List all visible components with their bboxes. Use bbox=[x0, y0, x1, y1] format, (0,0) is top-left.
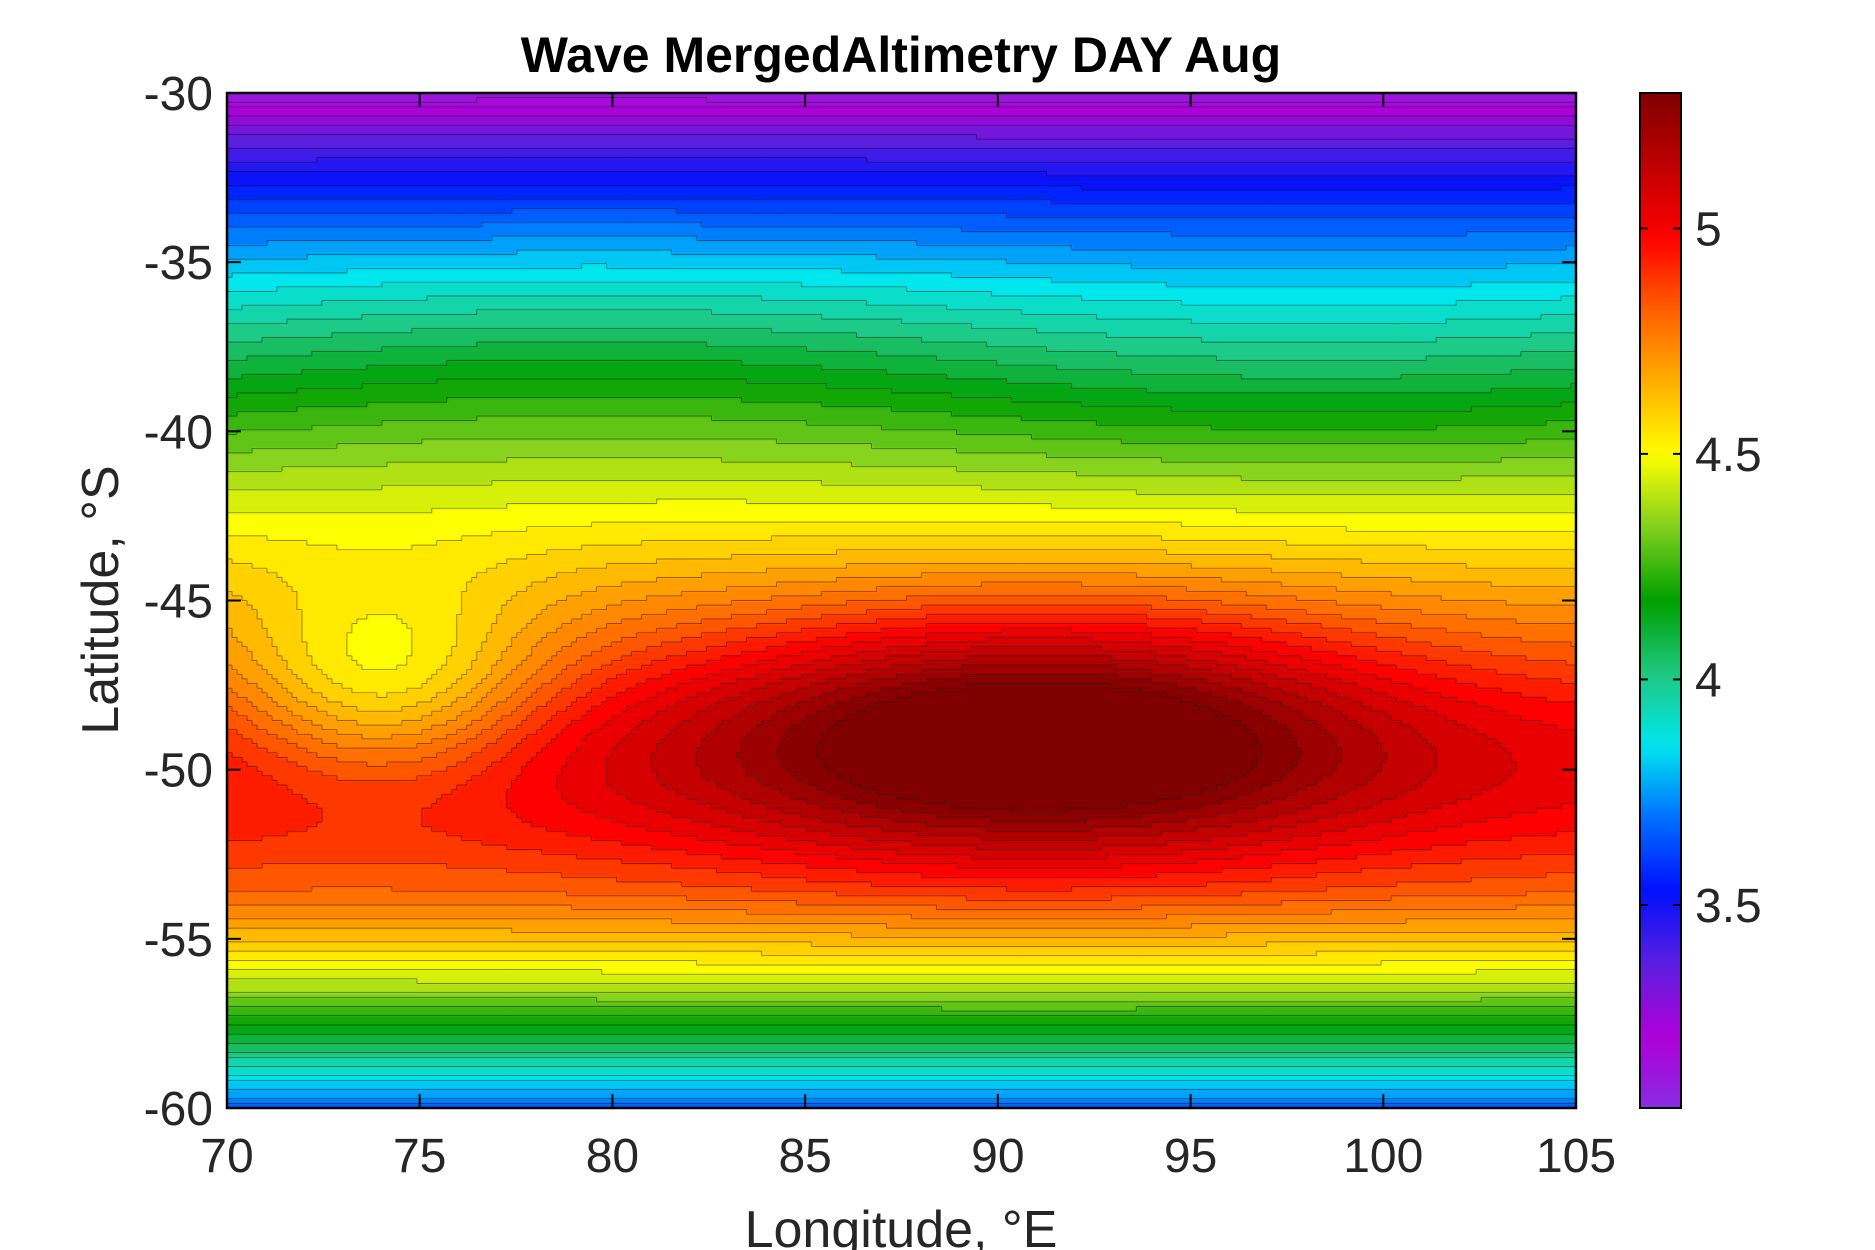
colorbar-tick-label: 3.5 bbox=[1695, 880, 1762, 933]
colorbar-frame bbox=[1639, 92, 1682, 1109]
y-tick-label: -40 bbox=[144, 406, 213, 459]
y-tick-label: -35 bbox=[144, 237, 213, 290]
colorbar-tick-label: 5 bbox=[1695, 203, 1722, 256]
x-tick-label: 90 bbox=[971, 1130, 1024, 1183]
y-tick-label: -60 bbox=[144, 1083, 213, 1136]
x-axis: 70 75 80 85 90 95 100 105 bbox=[200, 93, 1616, 1183]
x-tick-label: 70 bbox=[200, 1130, 253, 1183]
contour-lines bbox=[227, 97, 1576, 1104]
y-tick-label: -30 bbox=[144, 68, 213, 121]
x-tick-label: 85 bbox=[778, 1130, 831, 1183]
x-tick-label: 80 bbox=[586, 1130, 639, 1183]
colorbar: 3.5 4 4.5 5 bbox=[1639, 92, 1762, 1109]
x-tick-label: 100 bbox=[1343, 1130, 1423, 1183]
x-tick-label: 95 bbox=[1164, 1130, 1217, 1183]
chart-title: Wave MergedAltimetry DAY Aug bbox=[521, 27, 1281, 83]
y-axis: -30 -35 -40 -45 -50 -55 -60 bbox=[144, 68, 1576, 1136]
x-tick-label: 105 bbox=[1536, 1130, 1616, 1183]
y-tick-label: -55 bbox=[144, 914, 213, 967]
y-tick-label: -45 bbox=[144, 576, 213, 629]
plot-area bbox=[225, 91, 1578, 1110]
colorbar-ticks: 3.5 4 4.5 5 bbox=[1640, 203, 1762, 933]
colorbar-gradient bbox=[1640, 93, 1681, 1108]
y-tick-label: -50 bbox=[144, 745, 213, 798]
colorbar-tick-label: 4 bbox=[1695, 654, 1722, 707]
contour-line-set bbox=[227, 97, 1576, 1104]
x-axis-label: Longitude, °E bbox=[745, 1201, 1058, 1250]
y-axis-label: Latitude, °S bbox=[72, 465, 130, 734]
colorbar-tick-label: 4.5 bbox=[1695, 429, 1762, 482]
x-tick-label: 75 bbox=[393, 1130, 446, 1183]
